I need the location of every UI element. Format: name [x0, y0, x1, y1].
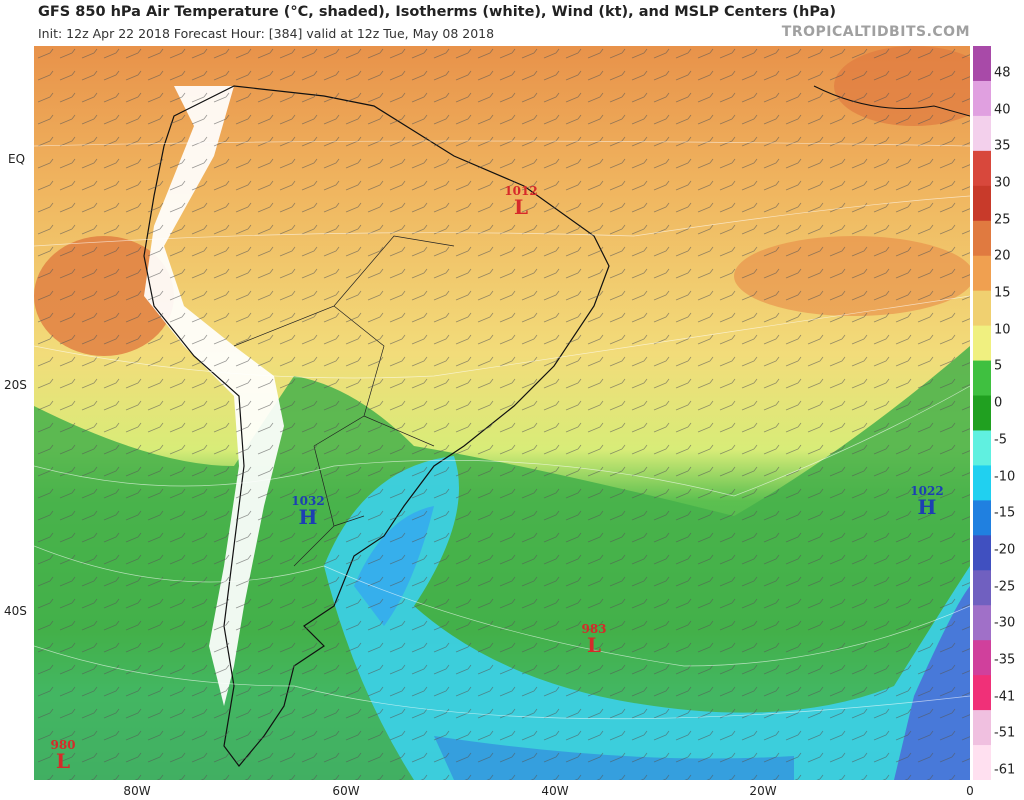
- colorbar-label: -51: [994, 725, 1016, 741]
- map-title: GFS 850 hPa Air Temperature (°C, shaded)…: [38, 4, 837, 20]
- colorbar-label: -25: [994, 579, 1016, 595]
- low-pressure-center: 980 L: [50, 738, 76, 773]
- colorbar-label: 0: [994, 395, 1003, 411]
- lat-label-40s: 40S: [4, 604, 27, 618]
- colorbar-segment: [973, 640, 991, 676]
- lon-label-60w: 60W: [332, 784, 360, 798]
- colorbar-label: -10: [994, 469, 1016, 485]
- colorbar-label: -41: [994, 689, 1016, 705]
- colorbar-label: -35: [994, 652, 1016, 668]
- colorbar-segment: [973, 255, 991, 292]
- colorbar-label: -15: [994, 505, 1016, 521]
- colorbar-label: -61: [994, 762, 1016, 778]
- colorbar-label: -20: [994, 542, 1016, 558]
- colorbar-label: 48: [994, 65, 1011, 81]
- colorbar-segment: [973, 220, 991, 257]
- colorbar-label: 20: [994, 248, 1011, 264]
- colorbar-segment: [973, 80, 991, 117]
- map-subtitle: Init: 12z Apr 22 2018 Forecast Hour: [38…: [38, 26, 495, 41]
- colorbar-segment: [973, 290, 991, 327]
- low-pressure-center: 1012 L: [504, 184, 538, 219]
- colorbar-segment: [973, 430, 991, 466]
- isotherms: [34, 140, 970, 720]
- colorbar-label: 15: [994, 285, 1011, 301]
- lon-label-20w: 20W: [749, 784, 777, 798]
- colorbar-segment: [973, 360, 991, 397]
- temperature-map: [34, 46, 970, 780]
- lon-label-0: 0: [966, 784, 974, 798]
- colorbar-segment: [973, 500, 991, 536]
- colorbar-segment: [973, 465, 991, 501]
- lon-label-40w: 40W: [541, 784, 569, 798]
- colorbar-label: 35: [994, 138, 1011, 154]
- colorbar-label: 5: [994, 358, 1003, 374]
- colorbar-label: 25: [994, 212, 1011, 228]
- colorbar: [973, 46, 991, 780]
- lon-label-80w: 80W: [123, 784, 151, 798]
- colorbar-segment: [973, 150, 991, 187]
- colorbar-segment: [973, 675, 991, 711]
- colorbar-segment: [973, 325, 991, 362]
- colorbar-segment: [973, 115, 991, 152]
- colorbar-segment: [973, 46, 991, 82]
- colorbar-segment: [973, 535, 991, 571]
- colorbar-label: -5: [994, 432, 1007, 448]
- colorbar-segment: [973, 185, 991, 222]
- high-pressure-center: 1022 H: [910, 484, 944, 519]
- lat-label-20s: 20S: [4, 378, 27, 392]
- colorbar-segment: [973, 605, 991, 641]
- high-pressure-center: 1032 H: [291, 494, 325, 529]
- wind-barbs: [34, 46, 970, 780]
- colorbar-segment: [973, 710, 991, 746]
- site-credit: TROPICALTIDBITS.COM: [781, 24, 970, 40]
- low-pressure-center: 983 L: [581, 622, 607, 657]
- colorbar-label: -30: [994, 615, 1016, 631]
- lat-label-eq: EQ: [8, 152, 26, 166]
- colorbar-segment: [973, 395, 991, 431]
- colorbar-label: 40: [994, 102, 1011, 118]
- colorbar-segment: [973, 570, 991, 606]
- colorbar-segment: [973, 745, 991, 780]
- colorbar-label: 10: [994, 322, 1011, 338]
- colorbar-label: 30: [994, 175, 1011, 191]
